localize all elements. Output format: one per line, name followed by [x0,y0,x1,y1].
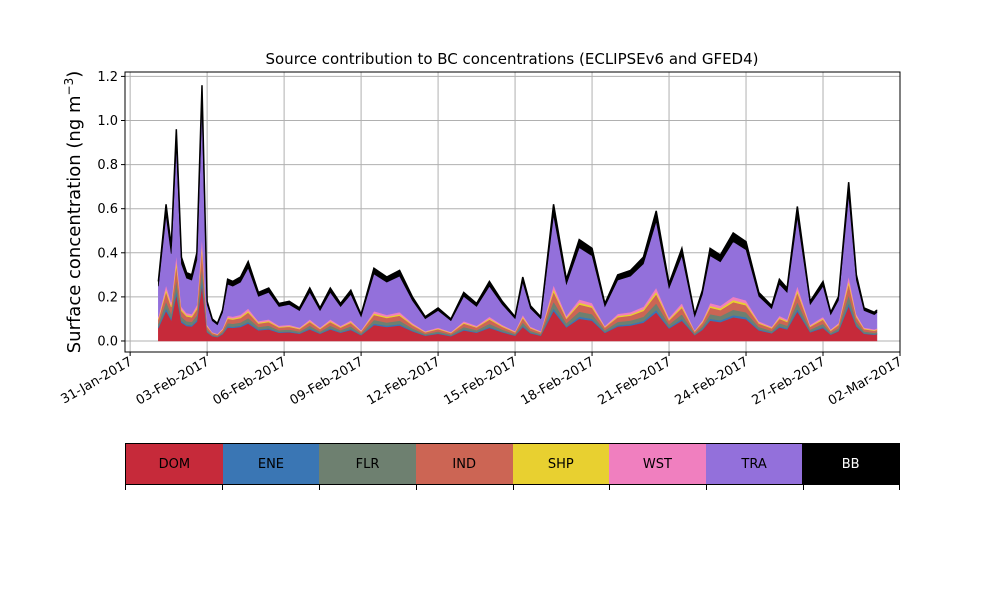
y-tick-label: 0.6 [97,202,118,217]
legend-tick [609,485,611,490]
x-tick-label: 06-Feb-2017 [211,354,290,408]
colorbar-ticks [125,485,900,491]
y-tick-label: 0.0 [97,334,118,349]
legend-tick [415,485,417,490]
y-tick-label: 0.4 [97,246,118,261]
legend-tick [318,485,320,490]
stacked-areas [157,85,878,342]
legend-tick [803,485,805,490]
y-axis-label-exponent: −3 [62,78,76,96]
legend-item-dom: DOM [126,444,223,484]
area-tra [158,105,878,335]
legend-label: TRA [741,456,767,472]
y-axis-label-close: ) [64,71,85,78]
x-tick-label: 03-Feb-2017 [134,354,213,408]
legend-label: IND [452,456,476,472]
x-tick-label: 31-Jan-2017 [59,354,136,407]
stacked-area-chart: 0.0 0.2 0.4 0.6 0.8 1.0 1.2 31-Jan-201703-Feb-2… [59,50,905,409]
legend-item-bb: BB [802,444,899,484]
legend-item-ind: IND [415,444,513,484]
legend-label: SHP [547,456,574,472]
legend-label: DOM [158,456,191,472]
y-axis-label: Surface concentration (ng m−3) [62,71,85,354]
chart-title: Source contribution to BC concentrations… [265,50,758,68]
total-outline [157,85,878,325]
legend-tick [125,485,126,490]
legend-tick [899,485,900,490]
legend-item-flr: FLR [319,444,416,484]
x-tick-label: 12-Feb-2017 [365,354,444,408]
x-tick-label: 18-Feb-2017 [519,354,598,408]
colorbar-legend: DOM ENE FLR IND SHP WST TRA BB [125,443,900,485]
legend-item-tra: TRA [705,444,803,484]
y-tick-label: 0.2 [97,290,118,305]
x-tick-label: 21-Feb-2017 [595,354,674,408]
y-axis-label-main: Surface concentration (ng m [64,95,85,353]
legend-tick [221,485,223,490]
x-tick-label: 02-Mar-2017 [826,354,905,408]
legend-tick [706,485,708,490]
x-tick-label: 15-Feb-2017 [442,354,521,408]
y-tick-label: 1.0 [97,114,118,129]
plot-frame [124,71,901,353]
y-tick-label: 1.2 [97,70,118,85]
legend-label: FLR [355,456,380,472]
y-tick-label: 0.8 [97,158,118,173]
legend-tick [512,485,514,490]
legend-label: BB [841,456,860,472]
x-tick-label: 24-Feb-2017 [672,354,751,408]
x-tick-label: 27-Feb-2017 [749,354,828,408]
x-tick-label: 09-Feb-2017 [288,354,367,408]
legend-label: ENE [257,456,285,472]
legend-item-wst: WST [609,444,706,484]
legend-label: WST [642,456,672,472]
legend-item-ene: ENE [222,444,320,484]
legend-item-shp: SHP [512,444,610,484]
